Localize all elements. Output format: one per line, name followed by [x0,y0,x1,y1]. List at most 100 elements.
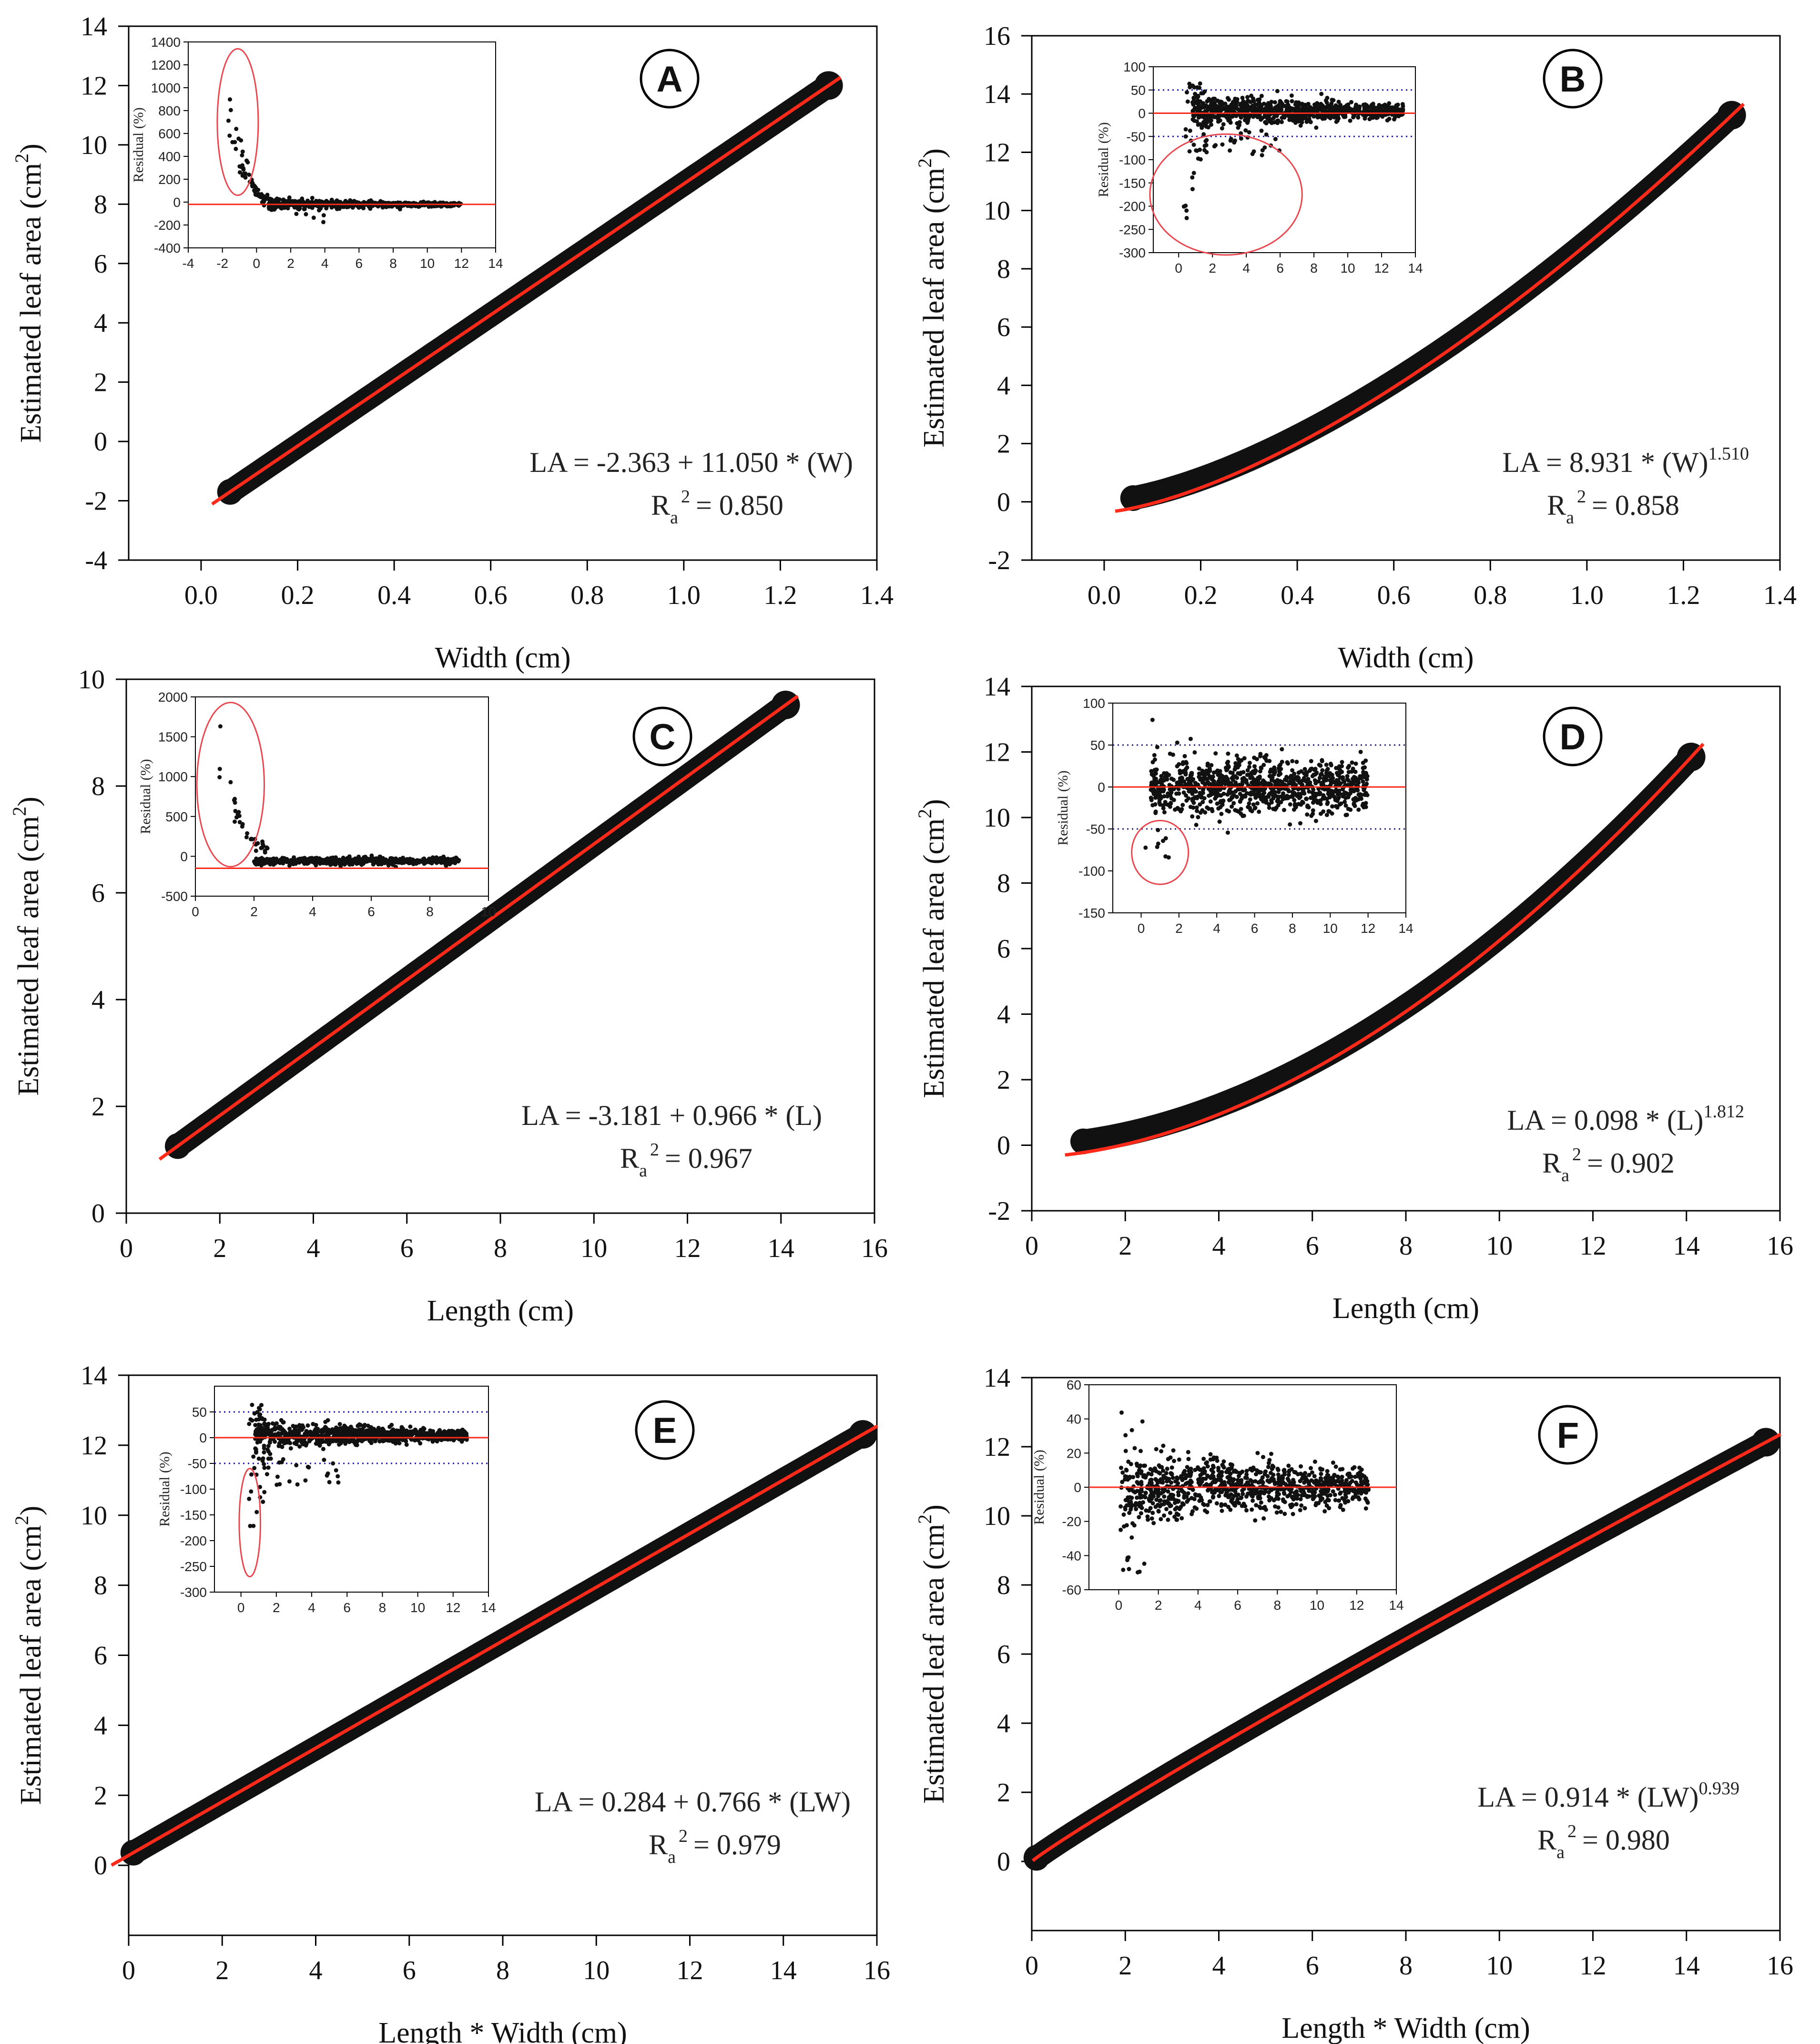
residual-point [1387,116,1392,121]
residual-point [1350,760,1354,765]
residual-point [1295,775,1300,779]
residual-point [319,1439,324,1444]
residual-point [262,1461,266,1466]
residual-point [256,1422,261,1427]
residual-point [1400,102,1405,106]
residual-point [1212,144,1217,149]
residual-point [237,170,242,175]
residual-point [1266,794,1271,799]
residual-point [359,1439,364,1443]
inset-y-tick-label: 0 [1098,780,1105,795]
residual-point [427,204,431,209]
residual-point [1258,102,1262,106]
residual-point [444,863,448,868]
residual-point [1393,105,1398,110]
inset-y-axis-label: Residual (%) [138,759,153,834]
residual-point [244,835,249,839]
residual-point [350,862,355,867]
inset-x-tick-label: 8 [1289,921,1296,936]
inset-y-tick-label: -500 [161,889,188,904]
residual-point [1285,99,1290,104]
y-tick-label: -2 [988,1196,1010,1226]
residual-point [1255,1451,1260,1455]
residual-point [1200,125,1204,130]
residual-point [228,108,233,112]
residual-point [1304,108,1309,113]
inset-residual-plot: -4 -2 0 2 4 6 8 10 12 14-400-20002004006008001000… [131,35,503,271]
residual-point [1271,772,1276,777]
residual-point [217,775,222,779]
residual-point [1362,116,1367,121]
residual-point [265,193,270,197]
inset-x-tick-label: 0 [253,256,261,271]
residual-point [1262,145,1267,150]
residual-point [296,1438,301,1442]
y-tick-label: 14 [81,1361,107,1390]
residual-point [1171,777,1176,782]
y-tick-label: 0 [94,1851,107,1880]
residual-point [240,173,245,178]
residual-point [1289,781,1294,786]
residual-point [294,1424,298,1429]
residual-point [1118,1527,1123,1532]
residual-point [1187,789,1191,794]
residual-point [1197,766,1201,771]
x-tick-label: 8 [494,1234,507,1263]
residual-point [247,1496,252,1501]
residual-point [1242,102,1247,107]
residual-point [1155,745,1159,749]
residual-point [1284,775,1289,779]
x-axis-label: Length * Width (cm) [378,2017,627,2044]
x-tick-label: 0 [122,1956,135,1985]
residual-point [247,1421,252,1426]
residual-point [1312,778,1317,783]
residual-point [240,153,244,158]
residual-point [376,1426,381,1431]
residual-point [1341,792,1345,797]
x-tick-label: 10 [1486,1231,1513,1261]
residual-point [1183,134,1188,139]
residual-point [329,205,334,210]
data-point [1120,485,1146,511]
residual-point [1196,815,1200,819]
residual-point [261,1432,265,1436]
residual-point [1185,99,1190,104]
residual-point [1249,790,1253,795]
x-tick-label: 1.4 [1763,581,1797,610]
residual-point [297,1444,302,1449]
residual-point [1259,765,1263,770]
residual-point [1220,801,1225,806]
x-tick-label: 8 [496,1956,509,1985]
residual-point [1269,100,1274,104]
residual-point [408,1424,413,1429]
residual-point [335,858,340,862]
residual-point [1293,108,1297,113]
residual-point [1328,116,1333,121]
residual-point [1313,766,1318,771]
residual-point [1238,102,1243,107]
y-tick-label: 8 [94,1571,107,1601]
residual-point [1293,805,1298,809]
residual-point [321,213,326,218]
residual-point [273,858,278,862]
residual-point [1271,794,1276,798]
y-tick-label: 4 [997,1000,1010,1030]
residual-point [272,1426,277,1431]
residual-point [1309,766,1313,771]
residual-point [1279,120,1284,124]
residual-point [233,819,237,824]
residual-point [275,1474,280,1479]
residual-point [305,1464,310,1469]
residual-point [1301,108,1306,113]
residual-point [1227,97,1231,102]
x-axis-label: Length * Width (cm) [1281,2012,1530,2044]
residual-point [1364,103,1369,108]
inset-frame [214,1386,489,1593]
residual-point [1247,765,1251,769]
residual-point [1192,750,1197,755]
residual-point [429,1431,434,1435]
residual-point [456,859,461,864]
residual-point [1170,752,1175,757]
residual-point [295,1431,300,1436]
